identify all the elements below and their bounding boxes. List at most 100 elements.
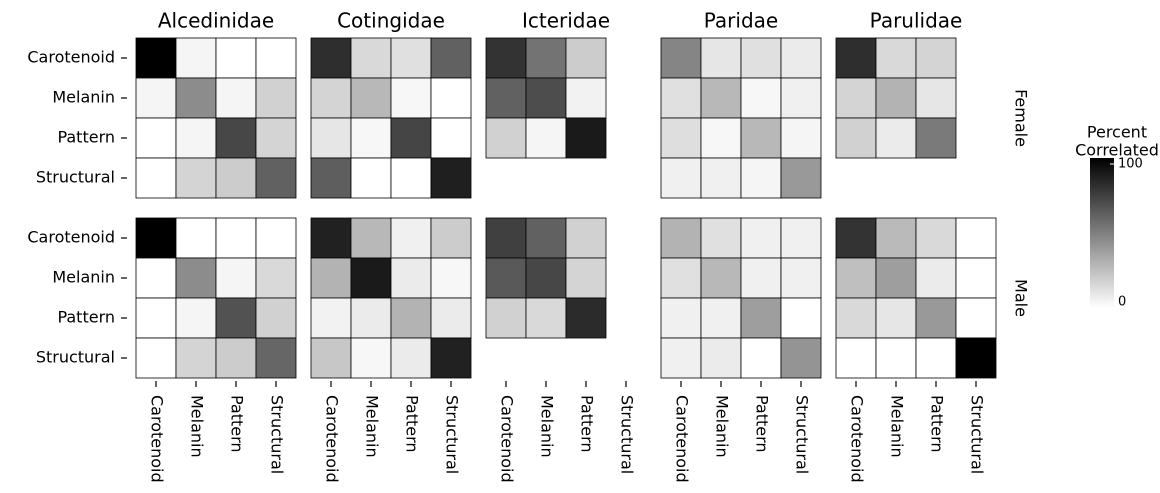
column-title: Cotingidae (337, 9, 445, 33)
heat-cell (310, 217, 352, 259)
column-title: Paridae (704, 9, 778, 33)
heat-cell (915, 257, 957, 299)
heat-cell (255, 257, 297, 299)
x-tick-label: Pattern (228, 395, 247, 453)
heat-cell (740, 217, 782, 259)
row-label: Female (1012, 89, 1031, 147)
heat-cell (215, 297, 257, 339)
heat-cell (780, 217, 822, 259)
heat-cell (255, 77, 297, 119)
heat-cell (875, 77, 917, 119)
heat-cell (835, 37, 877, 79)
y-tick-label: Carotenoid (27, 228, 115, 247)
heat-cell (430, 337, 472, 379)
x-tick-label: Structural (968, 395, 987, 474)
heat-cell (215, 217, 257, 259)
y-tick-label: Melanin (52, 88, 115, 107)
colorbar (1090, 158, 1114, 308)
heat-cell (135, 117, 177, 159)
column-title: Parulidae (870, 9, 963, 33)
heat-cell (525, 117, 567, 159)
x-tick-label: Pattern (578, 395, 597, 453)
x-tick-label: Structural (268, 395, 287, 474)
heat-cell (915, 297, 957, 339)
x-tick-label: Structural (443, 395, 462, 474)
x-tick-label: Melanin (363, 395, 382, 458)
heat-cell (485, 217, 527, 259)
heat-cell (255, 297, 297, 339)
heat-cell (310, 297, 352, 339)
heat-cell (780, 77, 822, 119)
heat-cell (835, 337, 877, 379)
heat-cell (700, 77, 742, 119)
legend-title: Percent (1087, 123, 1147, 142)
heat-cell (255, 217, 297, 259)
heat-cell (430, 217, 472, 259)
heat-cell (780, 37, 822, 79)
heat-cell (350, 157, 392, 199)
y-tick-label: Structural (36, 168, 115, 187)
heat-cell (565, 257, 607, 299)
heat-cell (660, 337, 702, 379)
heat-cell (485, 257, 527, 299)
heat-cell (875, 337, 917, 379)
heat-cell (215, 117, 257, 159)
heat-cell (390, 337, 432, 379)
x-tick-label: Melanin (713, 395, 732, 458)
heat-cell (310, 157, 352, 199)
heat-cell (700, 217, 742, 259)
heat-cell (915, 37, 957, 79)
heat-cell (430, 117, 472, 159)
heat-cell (565, 77, 607, 119)
heat-cell (660, 257, 702, 299)
heat-cell (700, 257, 742, 299)
heat-cell (350, 257, 392, 299)
x-tick-label: Carotenoid (498, 395, 517, 483)
heat-cell (700, 117, 742, 159)
heat-cell (350, 217, 392, 259)
y-tick-label: Carotenoid (27, 48, 115, 67)
heat-cell (955, 217, 997, 259)
heat-cell (215, 77, 257, 119)
heat-cell (780, 157, 822, 199)
heat-cell (955, 257, 997, 299)
heat-cell (660, 297, 702, 339)
heat-cell (135, 337, 177, 379)
heat-cell (485, 77, 527, 119)
heat-cell (660, 37, 702, 79)
y-tick-label: Melanin (52, 268, 115, 287)
heat-cell (740, 257, 782, 299)
heat-cell (350, 37, 392, 79)
heat-cell (350, 297, 392, 339)
heat-cell (175, 257, 217, 299)
row-label: Male (1012, 279, 1031, 317)
heat-cell (215, 337, 257, 379)
x-tick-label: Melanin (188, 395, 207, 458)
heat-cell (700, 337, 742, 379)
x-tick-label: Carotenoid (323, 395, 342, 483)
heat-cell (915, 117, 957, 159)
x-tick-label: Carotenoid (848, 395, 867, 483)
heat-cell (255, 117, 297, 159)
heat-cell (525, 37, 567, 79)
heat-cell (485, 297, 527, 339)
heat-cell (740, 297, 782, 339)
heat-cell (485, 37, 527, 79)
x-tick-label: Melanin (888, 395, 907, 458)
x-tick-label: Pattern (403, 395, 422, 453)
heat-cell (700, 37, 742, 79)
heat-cell (135, 257, 177, 299)
heat-cell (955, 337, 997, 379)
heat-cell (350, 77, 392, 119)
heat-cell (390, 117, 432, 159)
legend-title: Correlated (1075, 141, 1159, 160)
heat-cell (390, 37, 432, 79)
heat-cell (135, 77, 177, 119)
heat-cell (915, 77, 957, 119)
x-tick-label: Melanin (538, 395, 557, 458)
heat-cell (700, 157, 742, 199)
heat-cell (875, 117, 917, 159)
heat-cell (525, 77, 567, 119)
y-tick-label: Structural (36, 348, 115, 367)
